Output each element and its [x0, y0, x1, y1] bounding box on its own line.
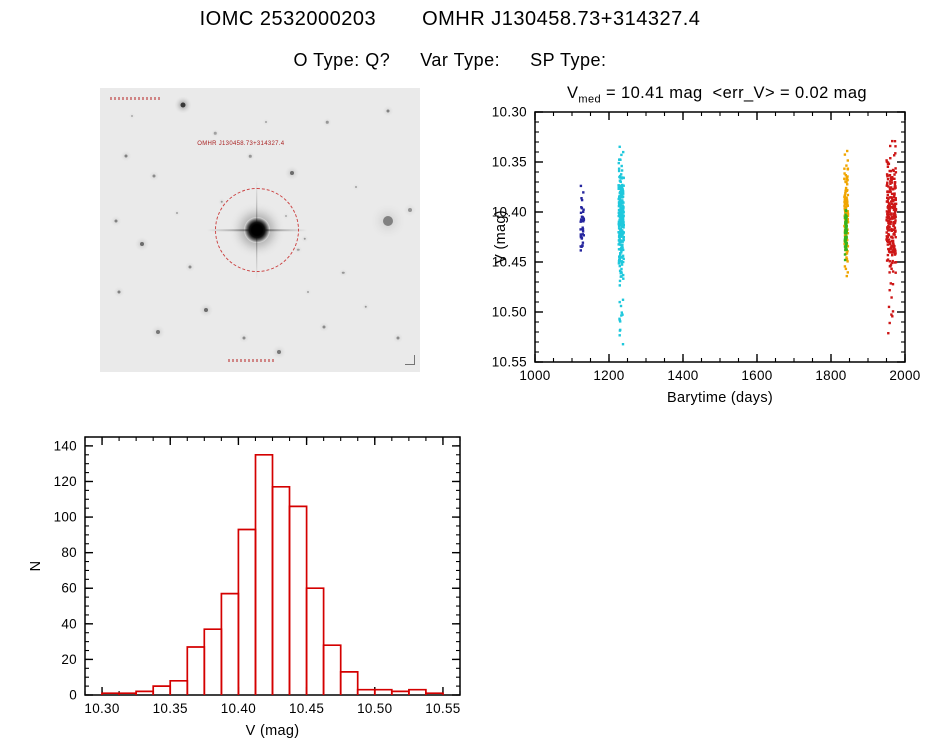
sp-type: SP Type: — [530, 50, 607, 70]
svg-text:80: 80 — [61, 545, 77, 560]
field-star — [249, 154, 252, 158]
svg-text:120: 120 — [54, 474, 77, 489]
svg-text:1000: 1000 — [519, 368, 550, 383]
svg-text:1200: 1200 — [593, 368, 624, 383]
field-star — [297, 248, 300, 252]
field-star — [307, 291, 309, 294]
finding-chart-label: OMHR J130458.73+314327.4 — [197, 140, 285, 147]
field-star — [284, 214, 287, 217]
svg-text:10.30: 10.30 — [492, 105, 527, 120]
svg-text:10.35: 10.35 — [492, 155, 527, 170]
iomc-id: IOMC 2532000203 — [199, 8, 377, 30]
field-star — [364, 305, 367, 308]
field-star — [114, 219, 118, 223]
field-star — [180, 102, 186, 108]
finding-chart-bottom-annotation — [228, 359, 274, 363]
svg-text:140: 140 — [54, 438, 77, 453]
field-star — [322, 325, 326, 329]
field-star — [124, 154, 128, 158]
svg-text:60: 60 — [61, 581, 77, 596]
svg-text:10.35: 10.35 — [153, 701, 188, 716]
aperture-circle — [214, 188, 299, 272]
vmed-value-text: = 10.41 mag <err_V> = 0.02 mag — [601, 84, 867, 102]
field-star — [383, 216, 393, 227]
svg-text:10.55: 10.55 — [425, 701, 460, 716]
svg-text:10.50: 10.50 — [492, 305, 527, 320]
svg-text:10.55: 10.55 — [492, 355, 527, 370]
field-star — [175, 211, 178, 214]
field-star — [386, 109, 390, 113]
svg-text:N: N — [28, 561, 44, 572]
field-star — [152, 174, 156, 178]
field-star — [355, 186, 357, 189]
field-star — [213, 132, 217, 135]
svg-text:2000: 2000 — [889, 368, 920, 383]
vmed-symbol: V — [567, 84, 579, 102]
field-star — [290, 171, 294, 176]
omhr-id: OMHR J130458.73+314327.4 — [422, 8, 701, 30]
var-type: Var Type: — [420, 50, 501, 70]
svg-text:1800: 1800 — [815, 368, 846, 383]
svg-text:V (mag): V (mag) — [493, 210, 509, 264]
svg-text:40: 40 — [61, 616, 77, 631]
scale-mark — [405, 355, 415, 365]
svg-text:10.40: 10.40 — [221, 701, 256, 716]
lightcurve-title: Vmed = 10.41 mag <err_V> = 0.02 mag — [492, 84, 942, 105]
svg-text:1400: 1400 — [667, 368, 698, 383]
svg-text:0: 0 — [69, 688, 77, 703]
svg-text:10.40: 10.40 — [492, 205, 527, 220]
svg-text:10.45: 10.45 — [289, 701, 324, 716]
svg-text:V (mag): V (mag) — [246, 723, 300, 739]
svg-text:10.30: 10.30 — [84, 701, 119, 716]
svg-text:20: 20 — [61, 652, 77, 667]
field-star — [325, 120, 329, 124]
field-star — [396, 336, 400, 340]
finding-chart-corner-annotation — [109, 96, 162, 100]
field-star — [220, 200, 223, 203]
field-star — [203, 307, 208, 312]
finding-chart: OMHR J130458.73+314327.4 — [100, 88, 420, 372]
vmed-subscript: med — [578, 93, 602, 106]
svg-text:Barytime (days): Barytime (days) — [667, 390, 773, 406]
svg-text:1600: 1600 — [741, 368, 772, 383]
svg-text:10.45: 10.45 — [492, 255, 527, 270]
field-star — [341, 271, 345, 274]
page-title: IOMC 2532000203 OMHR J130458.73+314327.4 — [0, 8, 900, 31]
svg-text:100: 100 — [54, 510, 77, 525]
magnitude-histogram-plot: 10.30 10.35 10.40 10.45 10.50 10.55 0 20 40 60 80 1… — [28, 436, 461, 739]
lightcurve-plot: 1000 1200 1400 1600 1800 2000 10.30 10.35 10.40 1… — [492, 105, 921, 407]
field-star — [139, 242, 144, 247]
field-star — [277, 350, 282, 355]
field-star — [303, 237, 307, 240]
type-line: O Type: Q? Var Type: SP Type: — [0, 50, 900, 71]
field-star — [155, 330, 160, 335]
svg-text:10.50: 10.50 — [357, 701, 392, 716]
field-star — [242, 336, 246, 340]
field-star — [265, 121, 268, 124]
field-star — [408, 208, 413, 213]
object-type: O Type: Q? — [293, 50, 391, 70]
field-star — [131, 115, 133, 118]
field-star — [188, 265, 192, 269]
field-star — [117, 290, 121, 294]
